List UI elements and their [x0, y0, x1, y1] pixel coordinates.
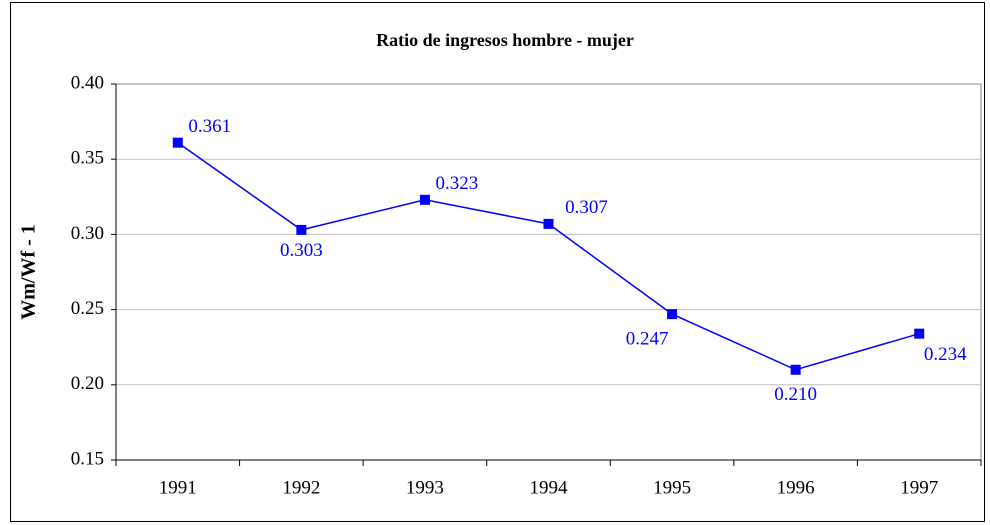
- x-tick-label: 1997: [900, 477, 938, 498]
- x-tick-label: 1992: [282, 477, 320, 498]
- marker: [296, 224, 307, 235]
- y-axis-label: Wm/Wf - 1: [18, 224, 40, 320]
- value-label: 0.307: [565, 197, 608, 218]
- x-tick-label: 1996: [777, 477, 815, 498]
- x-tick-label: 1994: [530, 477, 569, 498]
- chart-title: Ratio de ingresos hombre - mujer: [376, 30, 634, 50]
- x-tick-label: 1995: [653, 477, 691, 498]
- y-tick-label: 0.30: [71, 223, 104, 244]
- marker: [543, 218, 554, 229]
- marker: [667, 309, 678, 320]
- y-tick-label: 0.35: [71, 148, 104, 169]
- y-tick-label: 0.40: [71, 72, 104, 93]
- x-tick-label: 1993: [406, 477, 444, 498]
- marker: [914, 328, 925, 339]
- y-tick-label: 0.25: [71, 298, 104, 319]
- x-tick-label: 1991: [159, 477, 197, 498]
- y-tick-label: 0.15: [71, 448, 104, 469]
- value-label: 0.303: [280, 240, 323, 261]
- marker: [790, 364, 801, 375]
- value-label: 0.210: [774, 384, 817, 405]
- value-label: 0.247: [626, 328, 669, 349]
- marker: [419, 194, 430, 205]
- y-tick-label: 0.20: [71, 373, 104, 394]
- value-label: 0.323: [436, 173, 479, 194]
- value-label: 0.234: [924, 344, 967, 365]
- chart-border: [10, 2, 985, 522]
- value-label: 0.361: [188, 116, 231, 137]
- marker: [172, 137, 183, 148]
